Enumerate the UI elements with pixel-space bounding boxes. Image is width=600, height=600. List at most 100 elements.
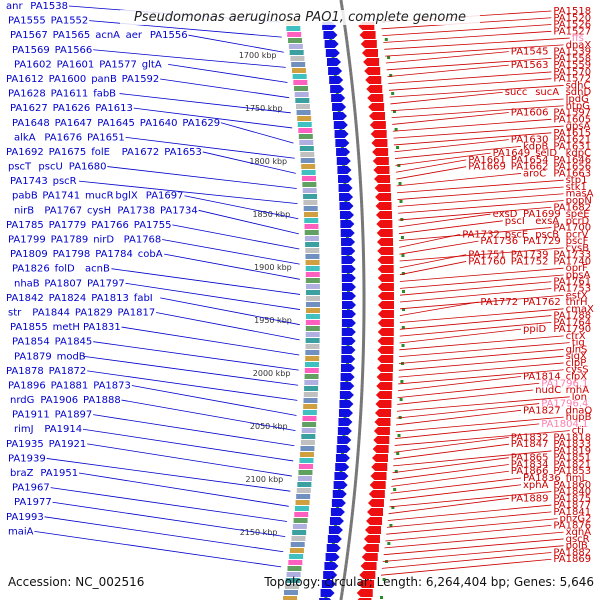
gene-label-reverse: PA1796.1 bbox=[541, 378, 588, 389]
forward-gene-arrow bbox=[341, 265, 356, 273]
gc-skew-dot bbox=[389, 524, 393, 527]
gene-label-forward: gltA bbox=[142, 59, 162, 70]
reverse-gene-arrow bbox=[376, 373, 393, 381]
gene-label-forward: PA1675 bbox=[49, 147, 87, 158]
gc-skew-dot bbox=[393, 488, 397, 491]
leader-line-reverse bbox=[388, 497, 509, 515]
leader-line-forward bbox=[107, 166, 297, 189]
feature-band-tile bbox=[298, 464, 313, 469]
backbone-segment bbox=[346, 51, 351, 57]
leader-line-reverse bbox=[387, 504, 552, 521]
feature-band-tile bbox=[305, 248, 320, 253]
forward-gene-arrow bbox=[329, 517, 344, 525]
leader-line-reverse bbox=[398, 369, 564, 385]
gene-label-reverse: tig bbox=[572, 338, 585, 349]
gene-label-forward: PA1993 bbox=[6, 512, 44, 523]
reverse-gene-arrow bbox=[376, 220, 393, 228]
forward-gene-arrow bbox=[331, 94, 346, 102]
gene-label-reverse: hupB bbox=[566, 412, 592, 423]
gene-label-forward: PA1826 bbox=[12, 264, 50, 275]
gene-label-forward: str bbox=[8, 307, 22, 318]
gc-skew-dot bbox=[401, 272, 405, 275]
gene-label-reverse: thrH bbox=[566, 297, 588, 308]
forward-gene-arrow bbox=[335, 139, 350, 147]
feature-band-tile bbox=[284, 584, 299, 589]
gc-skew-dot bbox=[401, 290, 405, 293]
gene-label-reverse: glnS bbox=[566, 344, 588, 355]
gc-skew-dot bbox=[396, 452, 400, 455]
forward-gene-arrow bbox=[324, 562, 339, 570]
gene-label-reverse: cmaX bbox=[566, 304, 594, 315]
forward-gene-arrow bbox=[339, 211, 354, 219]
gc-skew-dot bbox=[382, 578, 386, 581]
forward-gene-arrow bbox=[325, 553, 340, 561]
forward-gene-arrow bbox=[341, 346, 356, 354]
gene-label-reverse: cysB bbox=[566, 243, 590, 254]
leader-line-forward bbox=[52, 501, 286, 537]
leader-line-reverse bbox=[394, 139, 509, 153]
gene-label-forward: PA1854 bbox=[12, 337, 50, 348]
feature-band-tile bbox=[305, 338, 320, 343]
feature-band-tile bbox=[304, 368, 319, 373]
gene-label-reverse: PA1818 bbox=[553, 432, 591, 443]
gc-skew-dot bbox=[346, 290, 350, 293]
gc-skew-dot bbox=[324, 596, 328, 599]
feature-band-tile bbox=[296, 494, 311, 499]
leader-line-reverse bbox=[380, 558, 552, 576]
gene-label-reverse: PA1834 bbox=[511, 459, 549, 470]
backbone-segment bbox=[344, 563, 348, 569]
gc-skew-dot bbox=[339, 128, 343, 131]
feature-band-tile bbox=[298, 470, 313, 475]
forward-gene-arrow bbox=[330, 85, 345, 93]
gene-label-forward: nhaB bbox=[14, 278, 40, 289]
gc-skew-dot bbox=[346, 272, 350, 275]
forward-gene-arrow bbox=[341, 337, 356, 345]
gene-label-forward: PA1538 bbox=[30, 1, 68, 12]
feature-band-tile bbox=[304, 362, 319, 367]
gene-label-forward: PA1888 bbox=[83, 395, 121, 406]
reverse-gene-arrow bbox=[371, 139, 388, 147]
gene-label-forward: PA1653 bbox=[164, 147, 202, 158]
leader-line-forward bbox=[220, 122, 294, 144]
feature-band-tile bbox=[305, 344, 320, 349]
gene-label-forward: mucR bbox=[85, 191, 114, 202]
gene-label-forward: PA1640 bbox=[140, 118, 178, 129]
reverse-gene-arrow bbox=[366, 517, 383, 525]
topology-label: Topology: circular; Length: 6,264,404 bp… bbox=[264, 575, 594, 589]
gene-label-reverse: kdpB bbox=[523, 141, 548, 152]
feature-band-tile bbox=[304, 380, 319, 385]
gc-skew-dot bbox=[391, 506, 395, 509]
backbone-segment bbox=[340, 587, 345, 593]
gene-label-forward: PA1612 bbox=[6, 74, 44, 85]
feature-band-tile bbox=[305, 278, 320, 283]
gene-label-reverse: PA1836 bbox=[523, 473, 561, 484]
feature-band-tile bbox=[297, 476, 312, 481]
feature-band-tile bbox=[304, 386, 319, 391]
forward-gene-arrow bbox=[337, 436, 352, 444]
gc-skew-dot bbox=[339, 470, 343, 473]
forward-gene-arrow bbox=[337, 427, 352, 435]
forward-gene-arrow bbox=[320, 589, 335, 597]
reverse-gene-arrow bbox=[376, 364, 393, 372]
gene-label-reverse: PA1597 bbox=[553, 108, 591, 119]
gc-skew-dot bbox=[343, 416, 347, 419]
gene-label-forward: PA1896 bbox=[8, 380, 46, 391]
backbone-segment bbox=[339, 0, 344, 5]
forward-gene-arrow bbox=[341, 283, 356, 291]
gene-label-reverse: fimL bbox=[566, 473, 588, 484]
feature-band-tile bbox=[305, 266, 320, 271]
leader-line-forward bbox=[160, 297, 300, 326]
gene-label-reverse: ppiD bbox=[523, 324, 546, 335]
leader-line-reverse bbox=[396, 166, 467, 180]
leader-line-forward bbox=[188, 34, 284, 53]
gene-label-reverse: PA1840 bbox=[553, 487, 591, 498]
backbone-segment bbox=[345, 551, 350, 557]
leader-line-reverse bbox=[393, 450, 552, 467]
leader-line-forward bbox=[82, 428, 294, 462]
kbp-tick-label: 1950 kbp bbox=[254, 316, 292, 325]
forward-gene-arrow bbox=[321, 580, 336, 588]
gene-label-forward: PA1855 bbox=[10, 322, 48, 333]
leader-line-reverse bbox=[399, 301, 479, 317]
forward-gene-arrow bbox=[332, 112, 347, 120]
gene-label-reverse: lpdG bbox=[566, 94, 589, 105]
